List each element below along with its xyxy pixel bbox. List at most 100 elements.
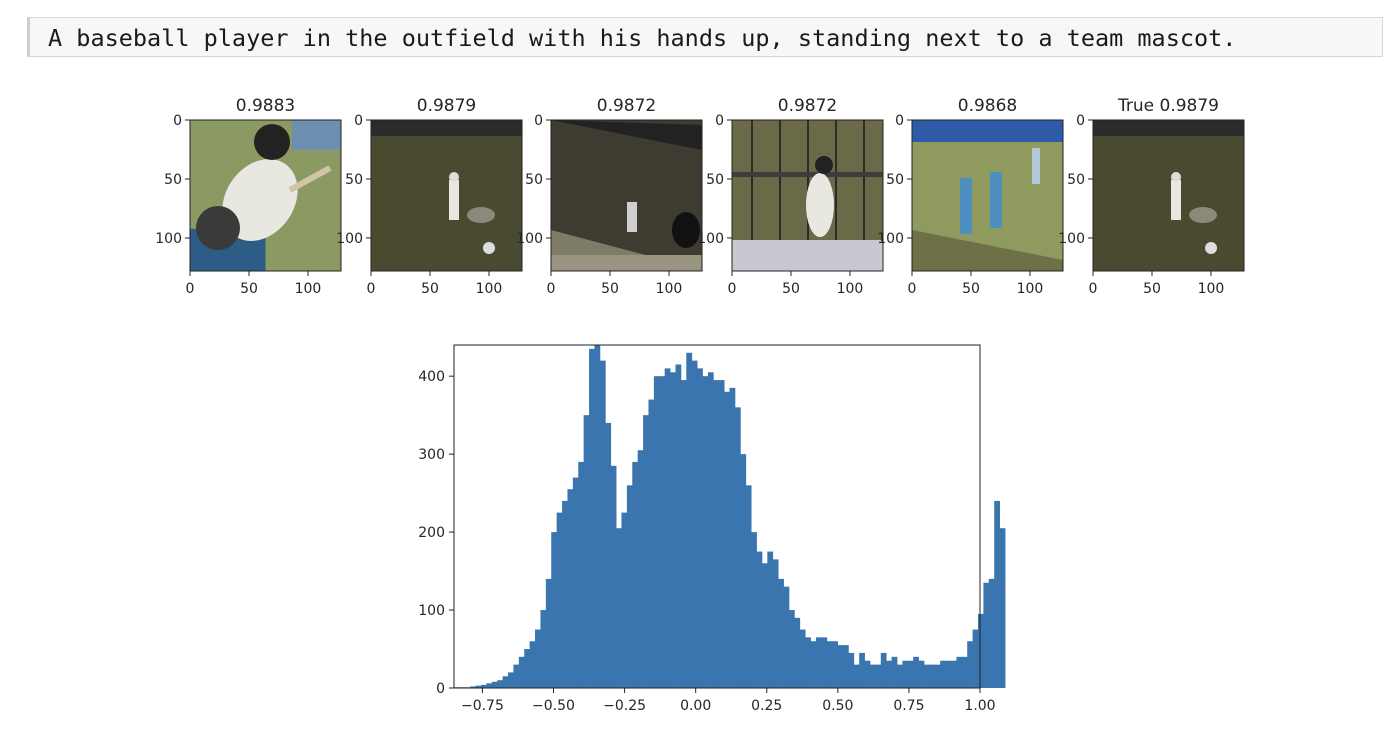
y-tick-label: 0 <box>534 113 543 129</box>
histogram-bar <box>751 532 757 688</box>
outfield-player-with-mascot-photo <box>1093 120 1244 271</box>
histogram-bar <box>983 582 990 688</box>
histogram-bar <box>551 532 558 688</box>
x-tick-label: 100 <box>476 281 503 297</box>
y-tick-label: 0 <box>173 113 182 129</box>
histogram-bar <box>988 578 995 688</box>
y-tick-label: 50 <box>1067 172 1085 188</box>
histogram-bar <box>491 681 498 688</box>
y-tick-label: 50 <box>345 172 363 188</box>
x-tick-label: 0.50 <box>822 698 853 714</box>
histogram-bar <box>999 528 1006 688</box>
histogram-bar <box>632 461 639 688</box>
histogram-bar <box>761 563 768 688</box>
batter-closeup-photo <box>190 120 341 271</box>
thumbnail-frame <box>1092 119 1245 272</box>
histogram-bar <box>810 641 817 688</box>
histogram-bar <box>848 652 855 688</box>
thumbnail-4: 0.9872 0 0 50 50 100 100 <box>697 96 884 297</box>
batter-body <box>222 159 298 241</box>
mascot <box>467 207 495 223</box>
histogram-bar <box>864 660 871 688</box>
histogram-bar <box>626 485 633 688</box>
thumbnail-frame <box>550 119 703 272</box>
y-tick-label: 100 <box>877 231 904 247</box>
histogram-bar <box>880 652 887 688</box>
x-tick-label: 50 <box>782 281 800 297</box>
thumbnail-frame <box>189 119 342 272</box>
caption-box: A baseball player in the outfield with h… <box>27 17 1383 57</box>
histogram-bar <box>637 450 644 688</box>
histogram-bar <box>967 641 974 688</box>
player-head <box>1171 172 1181 182</box>
batter <box>806 173 834 237</box>
x-tick-label: 50 <box>1143 281 1161 297</box>
histogram-bar <box>815 637 822 688</box>
histogram-bar <box>891 656 898 688</box>
histogram-bar <box>918 660 925 688</box>
x-tick-label: 0 <box>547 281 556 297</box>
x-tick-label: 0 <box>1089 281 1098 297</box>
histogram-bar <box>670 372 676 688</box>
histogram-bar <box>902 660 909 688</box>
histogram-bar <box>842 645 849 688</box>
histogram-bar <box>994 500 1001 688</box>
y-tick-label: 0 <box>895 113 904 129</box>
thumbnail-2: 0.9879 0 0 50 50 100 100 <box>336 96 523 297</box>
histogram-bar <box>875 664 882 688</box>
histogram-bar <box>934 664 941 688</box>
mascot <box>1189 207 1217 223</box>
histogram-bar <box>724 391 730 688</box>
histogram-bar <box>729 387 736 688</box>
y-tick-label: 100 <box>418 603 445 619</box>
histogram-bar <box>675 364 682 688</box>
histogram-bar <box>481 684 487 688</box>
histogram-bar <box>697 368 703 688</box>
x-tick-label: −0.50 <box>532 698 575 714</box>
histogram-bar <box>562 500 568 688</box>
player-1 <box>960 178 972 234</box>
batter-and-catcher-at-plate-photo <box>551 120 702 271</box>
photo-wall <box>912 120 1063 142</box>
thumbnail-title: 0.9883 <box>236 96 295 116</box>
x-tick-label: −0.75 <box>461 698 504 714</box>
histogram-bar <box>805 637 811 688</box>
x-tick-label: 100 <box>295 281 322 297</box>
photo-plate-area <box>732 240 883 271</box>
histogram-bar <box>545 578 552 688</box>
x-tick-label: 50 <box>421 281 439 297</box>
histogram-bar <box>616 528 622 688</box>
y-tick-label: 100 <box>336 231 363 247</box>
y-tick-label: 50 <box>525 172 543 188</box>
thumbnail-title: 0.9879 <box>417 96 476 116</box>
histogram-bar <box>686 352 693 688</box>
histogram-bar <box>648 399 655 688</box>
histogram-bar <box>529 641 536 688</box>
thumbnail-title: 0.9872 <box>597 96 656 116</box>
batter <box>627 202 637 232</box>
histogram-bar <box>643 415 649 688</box>
thumbnail-1: 0.9883 0 0 50 50 100 100 <box>155 96 342 297</box>
histogram-bar <box>502 676 509 688</box>
histogram-bar <box>929 664 936 688</box>
histogram-bar <box>907 660 914 688</box>
y-tick-label: 200 <box>418 525 445 541</box>
histogram-bar <box>940 660 946 688</box>
histogram-bar <box>767 551 774 688</box>
thumbnail-frame <box>370 119 523 272</box>
histogram-bar <box>605 422 612 688</box>
batter-helmet <box>815 156 833 174</box>
histogram-bar <box>475 685 482 688</box>
histogram-bar <box>659 376 666 688</box>
y-tick-label: 0 <box>354 113 363 129</box>
histogram-bar <box>518 656 525 688</box>
photo-backdrop <box>292 120 341 150</box>
histogram-bar <box>826 641 833 688</box>
histogram-bar <box>945 660 952 688</box>
x-tick-label: 0 <box>728 281 737 297</box>
y-tick-label: 100 <box>155 231 182 247</box>
x-tick-label: 0.00 <box>680 698 711 714</box>
thumbnail-title: 0.9868 <box>958 96 1017 116</box>
x-tick-label: 100 <box>1198 281 1225 297</box>
y-tick-label: 100 <box>516 231 543 247</box>
